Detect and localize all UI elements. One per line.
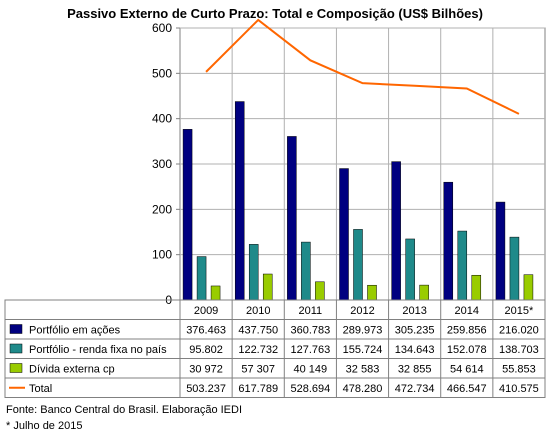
data-label: 95.802 <box>189 344 223 356</box>
legend-key <box>9 324 23 334</box>
bar <box>523 274 534 301</box>
chart-title: Passivo Externo de Curto Prazo: Total e … <box>67 6 483 21</box>
legend-label: Portfólio em ações <box>29 325 121 337</box>
data-label: 134.643 <box>395 344 435 356</box>
data-label: 360.783 <box>290 325 330 337</box>
data-label: 472.734 <box>395 383 435 395</box>
legend-label: Portfólio - renda fixa no país <box>29 344 167 356</box>
y-tick-label: 600 <box>152 21 172 35</box>
data-label: 259.856 <box>447 325 487 337</box>
data-label: 55.853 <box>502 364 536 376</box>
data-label: 32 855 <box>398 364 432 376</box>
category-label: 2015* <box>505 305 534 317</box>
data-label: 503.237 <box>186 383 226 395</box>
data-label: 30 972 <box>189 364 223 376</box>
legend-label: Total <box>29 383 52 395</box>
total-line <box>205 18 520 115</box>
bar <box>182 129 193 301</box>
data-label: 466.547 <box>447 383 487 395</box>
bar <box>301 241 311 301</box>
source-note: Fonte: Banco Central do Brasil. Elaboraç… <box>6 404 243 416</box>
data-label: 617.789 <box>238 383 278 395</box>
legend-key <box>9 363 23 373</box>
bar <box>405 238 415 301</box>
bar <box>391 161 401 301</box>
line-layer <box>205 18 520 115</box>
data-label: 437.750 <box>238 325 278 337</box>
bar <box>367 284 377 301</box>
y-tick-label: 300 <box>152 157 172 171</box>
y-tick-label: 500 <box>152 66 172 80</box>
data-label: 127.763 <box>290 344 330 356</box>
data-label: 54 614 <box>450 364 484 376</box>
data-label: 122.732 <box>238 344 278 356</box>
legend-label: Dívida externa cp <box>29 364 115 376</box>
bar <box>457 230 468 301</box>
data-label: 138.703 <box>499 344 539 356</box>
bar <box>353 229 363 301</box>
bar <box>234 101 245 301</box>
bar <box>196 256 207 301</box>
data-label: 40 149 <box>294 364 328 376</box>
bar <box>339 168 349 301</box>
bar <box>443 181 454 301</box>
bar <box>315 281 325 301</box>
data-label: 216.020 <box>499 325 539 337</box>
data-label: 376.463 <box>186 325 226 337</box>
y-tick-label: 100 <box>152 248 172 262</box>
y-tick-label: 200 <box>152 202 172 216</box>
bar <box>262 273 273 301</box>
category-label: 2010 <box>246 305 270 317</box>
data-label: 305.235 <box>395 325 435 337</box>
bar <box>419 284 429 301</box>
data-label: 289.973 <box>343 325 383 337</box>
data-label: 152.078 <box>447 344 487 356</box>
category-label: 2014 <box>455 305 479 317</box>
category-label: 2009 <box>194 305 218 317</box>
legend-key <box>9 343 23 354</box>
bar <box>210 285 221 301</box>
table-border <box>4 299 546 398</box>
bar <box>471 274 482 301</box>
bar <box>495 201 506 301</box>
category-label: 2013 <box>402 305 426 317</box>
y-tick-label: 400 <box>152 112 172 126</box>
data-label: 478.280 <box>343 383 383 395</box>
data-table: 2009 2010 2011 2012 2013 2014 2015* Portfólio e… <box>4 299 546 398</box>
bar <box>248 244 259 301</box>
category-label: 2012 <box>350 305 374 317</box>
category-label: 2011 <box>299 305 323 317</box>
data-label: 528.694 <box>290 383 330 395</box>
data-label: 57 307 <box>241 364 275 376</box>
data-label: 32 583 <box>346 364 380 376</box>
bars-layer <box>182 101 534 301</box>
footnote: * Julho de 2015 <box>6 420 83 432</box>
bar <box>287 136 297 301</box>
bar <box>509 236 520 301</box>
data-label: 155.724 <box>343 344 383 356</box>
data-label: 410.575 <box>499 383 539 395</box>
